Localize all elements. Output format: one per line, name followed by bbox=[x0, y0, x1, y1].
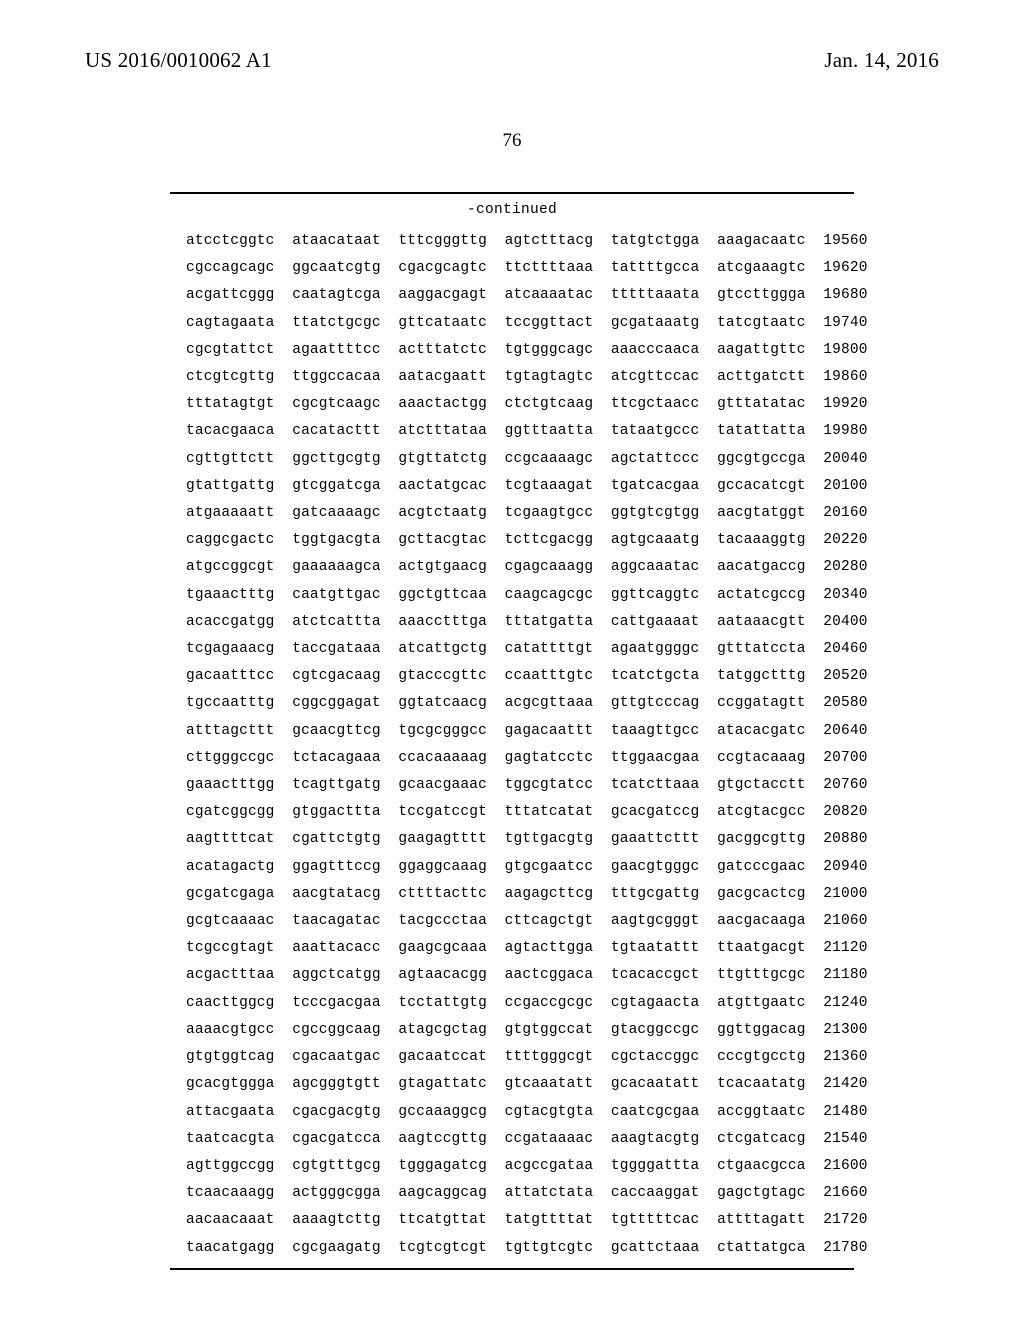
sequence-row: tttatagtgt cgcgtcaagc aaactactgg ctctgtc… bbox=[186, 391, 854, 418]
sequence-row: atcctcggtc ataacataat tttcgggttg agtcttt… bbox=[186, 228, 854, 255]
sequence-row: atgaaaaatt gatcaaaagc acgtctaatg tcgaagt… bbox=[186, 500, 854, 527]
sequence-row: acgattcggg caatagtcga aaggacgagt atcaaaa… bbox=[186, 282, 854, 309]
sequence-row: attacgaata cgacgacgtg gccaaaggcg cgtacgt… bbox=[186, 1099, 854, 1126]
sequence-row: atgccggcgt gaaaaaagca actgtgaacg cgagcaa… bbox=[186, 554, 854, 581]
sequence-row: gaaactttgg tcagttgatg gcaacgaaac tggcgta… bbox=[186, 772, 854, 799]
sequence-row: aaaacgtgcc cgccggcaag atagcgctag gtgtggc… bbox=[186, 1017, 854, 1044]
sequence-row: atttagcttt gcaacgttcg tgcgcgggcc gagacaa… bbox=[186, 718, 854, 745]
sequence-row: acatagactg ggagtttccg ggaggcaaag gtgcgaa… bbox=[186, 854, 854, 881]
sequence-row: cgccagcagc ggcaatcgtg cgacgcagtc ttctttt… bbox=[186, 255, 854, 282]
page-number: 76 bbox=[0, 130, 1024, 152]
sequence-row: cgcgtattct agaattttcc actttatctc tgtgggc… bbox=[186, 337, 854, 364]
sequence-row: tcgagaaacg taccgataaa atcattgctg catattt… bbox=[186, 636, 854, 663]
continued-label: -continued bbox=[170, 196, 854, 228]
sequence-row: gcgtcaaaac taacagatac tacgccctaa cttcagc… bbox=[186, 908, 854, 935]
publication-number: US 2016/0010062 A1 bbox=[85, 48, 272, 73]
sequence-row: caggcgactc tggtgacgta gcttacgtac tcttcga… bbox=[186, 527, 854, 554]
sequence-row: gtattgattg gtcggatcga aactatgcac tcgtaaa… bbox=[186, 473, 854, 500]
sequence-row: acgactttaa aggctcatgg agtaacacgg aactcgg… bbox=[186, 962, 854, 989]
sequence-row: agttggccgg cgtgtttgcg tgggagatcg acgccga… bbox=[186, 1153, 854, 1180]
sequence-row: cagtagaata ttatctgcgc gttcataatc tccggtt… bbox=[186, 310, 854, 337]
sequence-row: ctcgtcgttg ttggccacaa aatacgaatt tgtagta… bbox=[186, 364, 854, 391]
sequence-row: gacaatttcc cgtcgacaag gtacccgttc ccaattt… bbox=[186, 663, 854, 690]
sequence-row: tacacgaaca cacatacttt atctttataa ggtttaa… bbox=[186, 418, 854, 445]
sequence-row: aacaacaaat aaaagtcttg ttcatgttat tatgttt… bbox=[186, 1207, 854, 1234]
sequence-lines: atcctcggtc ataacataat tttcgggttg agtcttt… bbox=[170, 228, 854, 1262]
page: US 2016/0010062 A1 Jan. 14, 2016 76 -con… bbox=[0, 0, 1024, 1320]
sequence-row: acaccgatgg atctcattta aaacctttga tttatga… bbox=[186, 609, 854, 636]
sequence-row: gcgatcgaga aacgtatacg cttttacttc aagagct… bbox=[186, 881, 854, 908]
sequence-row: cgatcggcgg gtggacttta tccgatccgt tttatca… bbox=[186, 799, 854, 826]
sequence-row: cgttgttctt ggcttgcgtg gtgttatctg ccgcaaa… bbox=[186, 446, 854, 473]
sequence-listing-box: -continued atcctcggtc ataacataat tttcggg… bbox=[170, 192, 854, 1270]
sequence-row: caacttggcg tcccgacgaa tcctattgtg ccgaccg… bbox=[186, 990, 854, 1017]
sequence-row: tgaaactttg caatgttgac ggctgttcaa caagcag… bbox=[186, 582, 854, 609]
sequence-row: gcacgtggga agcgggtgtt gtagattatc gtcaaat… bbox=[186, 1071, 854, 1098]
sequence-row: gtgtggtcag cgacaatgac gacaatccat ttttggg… bbox=[186, 1044, 854, 1071]
sequence-row: tcaacaaagg actgggcgga aagcaggcag attatct… bbox=[186, 1180, 854, 1207]
publication-date: Jan. 14, 2016 bbox=[824, 48, 939, 73]
sequence-row: tcgccgtagt aaattacacc gaagcgcaaa agtactt… bbox=[186, 935, 854, 962]
sequence-row: cttgggccgc tctacagaaa ccacaaaaag gagtatc… bbox=[186, 745, 854, 772]
sequence-row: taatcacgta cgacgatcca aagtccgttg ccgataa… bbox=[186, 1126, 854, 1153]
sequence-row: aagttttcat cgattctgtg gaagagtttt tgttgac… bbox=[186, 826, 854, 853]
sequence-row: tgccaatttg cggcggagat ggtatcaacg acgcgtt… bbox=[186, 690, 854, 717]
sequence-row: taacatgagg cgcgaagatg tcgtcgtcgt tgttgtc… bbox=[186, 1235, 854, 1262]
